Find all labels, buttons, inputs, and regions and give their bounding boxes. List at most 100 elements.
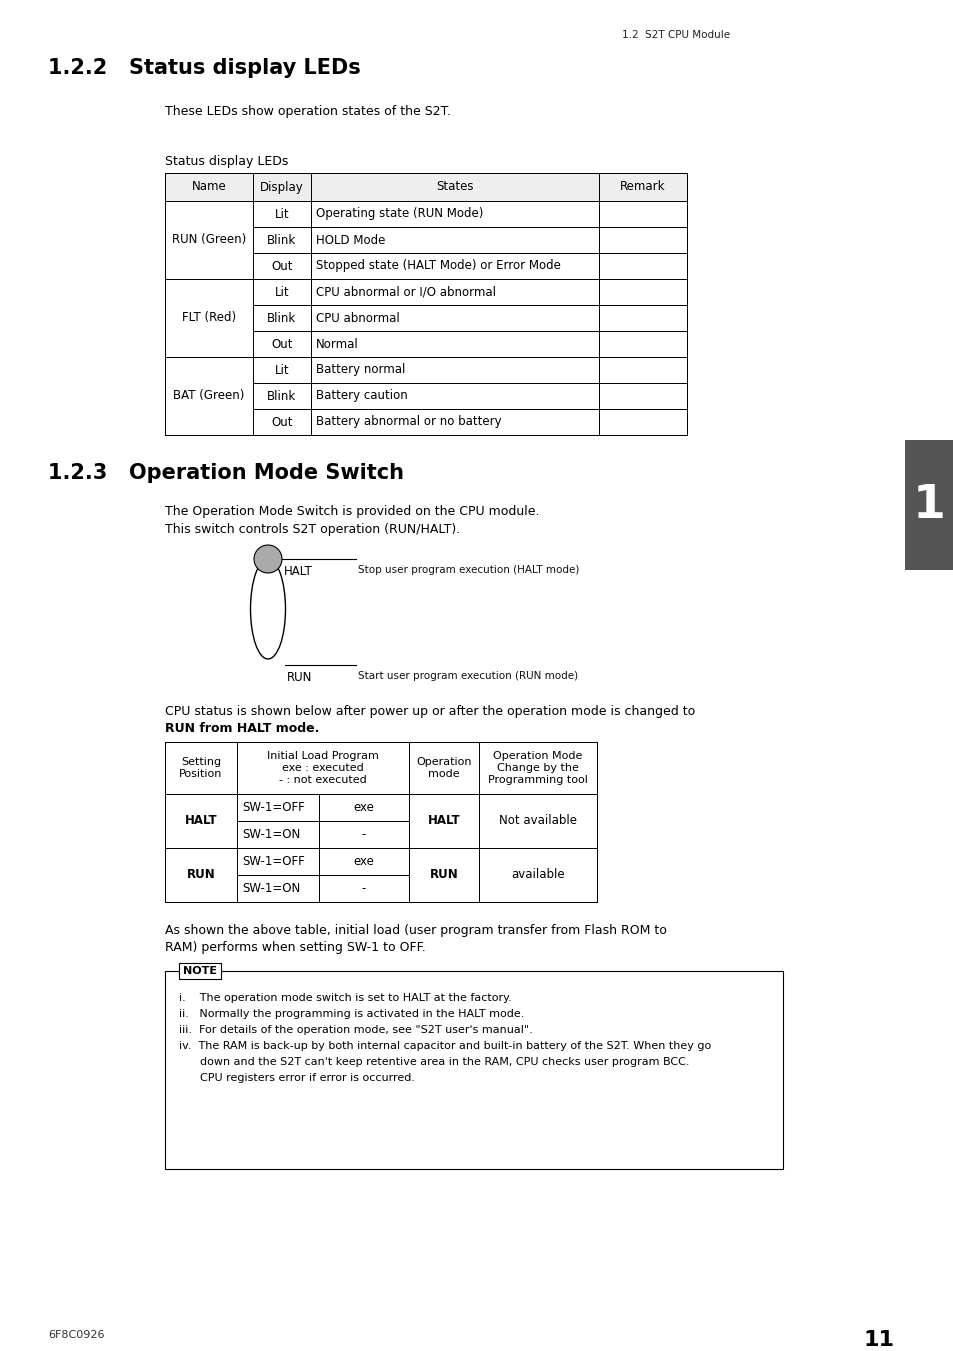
Bar	[165, 971, 782, 1169]
Text: RUN: RUN	[429, 869, 457, 881]
Text: Setting
Position: Setting Position	[179, 757, 222, 778]
Text: Status display LEDs: Status display LEDs	[165, 155, 288, 168]
Text: RUN: RUN	[287, 671, 312, 684]
Text: iv.  The RAM is back-up by both internal capacitor and built-in battery of the S: iv. The RAM is back-up by both internal …	[179, 1042, 711, 1051]
Bar	[253, 409, 311, 435]
Text: CPU status is shown below after power up or after the operation mode is changed : CPU status is shown below after power up…	[165, 705, 695, 717]
Text: Operation Mode
Change by the
Programming tool: Operation Mode Change by the Programming…	[488, 751, 587, 785]
Text: Operation
mode: Operation mode	[416, 757, 471, 778]
Text: Blink: Blink	[267, 389, 296, 403]
Text: RAM) performs when setting SW-1 to OFF.: RAM) performs when setting SW-1 to OFF.	[165, 942, 425, 954]
Text: ii.   Normally the programming is activated in the HALT mode.: ii. Normally the programming is activate…	[179, 1009, 524, 1019]
Bar	[598, 253, 686, 280]
Bar	[311, 305, 598, 331]
Bar	[253, 227, 311, 253]
Text: 1: 1	[912, 482, 944, 527]
Bar	[478, 848, 597, 902]
Text: down and the S2T can't keep retentive area in the RAM, CPU checks user program B: down and the S2T can't keep retentive ar…	[179, 1056, 689, 1067]
Bar	[598, 280, 686, 305]
Bar	[598, 409, 686, 435]
Text: CPU abnormal or I/O abnormal: CPU abnormal or I/O abnormal	[315, 285, 496, 299]
Bar	[598, 227, 686, 253]
Text: Out: Out	[271, 416, 293, 428]
Bar	[165, 201, 253, 280]
Text: NOTE: NOTE	[183, 966, 216, 975]
Bar	[165, 280, 253, 357]
Text: SW-1=OFF: SW-1=OFF	[242, 801, 304, 815]
Text: HALT: HALT	[284, 565, 313, 578]
Text: This switch controls S2T operation (RUN/HALT).: This switch controls S2T operation (RUN/…	[165, 523, 459, 536]
Text: Lit: Lit	[274, 208, 289, 220]
Text: Initial Load Program
exe : executed
- : not executed: Initial Load Program exe : executed - : …	[267, 751, 378, 785]
Text: Blink: Blink	[267, 234, 296, 246]
Bar	[598, 357, 686, 382]
Bar	[165, 742, 597, 794]
Text: SW-1=ON: SW-1=ON	[242, 828, 300, 842]
Text: HOLD Mode: HOLD Mode	[315, 234, 385, 246]
Bar	[179, 963, 221, 979]
Text: These LEDs show operation states of the S2T.: These LEDs show operation states of the …	[165, 105, 451, 118]
Text: 6F8C0926: 6F8C0926	[48, 1329, 105, 1340]
Text: CPU abnormal: CPU abnormal	[315, 312, 399, 324]
Bar	[165, 794, 236, 848]
Text: Stop user program execution (HALT mode): Stop user program execution (HALT mode)	[357, 565, 578, 576]
Text: Stopped state (HALT Mode) or Error Mode: Stopped state (HALT Mode) or Error Mode	[315, 259, 560, 273]
Text: 1.2.2   Status display LEDs: 1.2.2 Status display LEDs	[48, 58, 360, 78]
Bar	[318, 794, 409, 821]
Bar	[904, 440, 953, 570]
Bar	[478, 794, 597, 848]
Text: Battery caution: Battery caution	[315, 389, 407, 403]
Bar	[311, 331, 598, 357]
Bar	[598, 201, 686, 227]
Text: HALT: HALT	[427, 815, 460, 828]
Text: 1.2.3   Operation Mode Switch: 1.2.3 Operation Mode Switch	[48, 463, 403, 484]
Text: HALT: HALT	[185, 815, 217, 828]
Ellipse shape	[253, 544, 282, 573]
Bar	[311, 409, 598, 435]
Bar	[165, 742, 597, 902]
Text: Blink: Blink	[267, 312, 296, 324]
Text: FLT (Red): FLT (Red)	[182, 312, 235, 324]
Bar	[165, 848, 236, 902]
Bar	[318, 848, 409, 875]
Text: The Operation Mode Switch is provided on the CPU module.: The Operation Mode Switch is provided on…	[165, 505, 539, 517]
Bar	[598, 305, 686, 331]
Bar	[318, 821, 409, 848]
Bar	[236, 794, 318, 821]
Text: Operating state (RUN Mode): Operating state (RUN Mode)	[315, 208, 483, 220]
Text: RUN (Green): RUN (Green)	[172, 234, 246, 246]
Bar	[311, 227, 598, 253]
Bar	[165, 173, 686, 201]
Bar	[236, 875, 318, 902]
Bar	[311, 382, 598, 409]
Bar	[318, 875, 409, 902]
Bar	[409, 848, 478, 902]
Text: Start user program execution (RUN mode): Start user program execution (RUN mode)	[357, 671, 578, 681]
Bar	[598, 382, 686, 409]
Text: exe: exe	[354, 855, 374, 867]
Bar	[598, 331, 686, 357]
Text: Display: Display	[260, 181, 304, 193]
Bar	[236, 821, 318, 848]
Text: BAT (Green): BAT (Green)	[173, 389, 244, 403]
Bar	[253, 357, 311, 382]
Bar	[253, 305, 311, 331]
Text: exe: exe	[354, 801, 374, 815]
Bar	[311, 253, 598, 280]
Text: Battery abnormal or no battery: Battery abnormal or no battery	[315, 416, 501, 428]
Text: Battery normal: Battery normal	[315, 363, 405, 377]
Text: RUN: RUN	[187, 869, 215, 881]
Bar	[253, 382, 311, 409]
Text: Out: Out	[271, 259, 293, 273]
Text: RUN from HALT mode.: RUN from HALT mode.	[165, 721, 319, 735]
Text: As shown the above table, initial load (user program transfer from Flash ROM to: As shown the above table, initial load (…	[165, 924, 666, 938]
Bar	[165, 357, 253, 435]
Text: i.    The operation mode switch is set to HALT at the factory.: i. The operation mode switch is set to H…	[179, 993, 511, 1002]
Text: Lit: Lit	[274, 285, 289, 299]
Ellipse shape	[251, 559, 285, 659]
Bar	[311, 201, 598, 227]
Bar	[409, 794, 478, 848]
Text: Name: Name	[192, 181, 226, 193]
Text: Remark: Remark	[619, 181, 665, 193]
Text: available: available	[511, 869, 564, 881]
